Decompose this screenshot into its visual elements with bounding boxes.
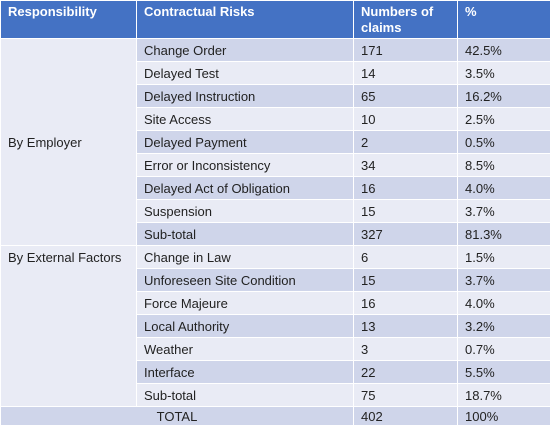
risk-cell: Weather	[136, 337, 354, 361]
claims-cell: 65	[353, 84, 458, 108]
claims-cell: 22	[353, 360, 458, 384]
table-row: Error or Inconsistency 34 8.5%	[1, 153, 550, 177]
responsibility-group-label: By External Factors	[0, 245, 137, 407]
claims-table: Responsibility Contractual Risks Numbers…	[0, 0, 550, 426]
risk-cell: Unforeseen Site Condition	[136, 268, 354, 292]
table-footer: TOTAL 402 100%	[0, 406, 550, 426]
table-row: Delayed Payment 2 0.5%	[1, 130, 550, 154]
percent-cell: 1.5%	[457, 245, 550, 269]
table-row: Delayed Test 14 3.5%	[1, 61, 550, 85]
risk-cell: Sub-total	[136, 383, 354, 407]
table-row: Delayed Act of Obligation 16 4.0%	[1, 176, 550, 200]
table-row: By Employer Change Order 171 42.5%	[0, 38, 550, 246]
claims-cell: 75	[353, 383, 458, 407]
percent-cell: 81.3%	[457, 222, 550, 246]
claims-cell: 15	[353, 199, 458, 223]
percent-cell: 3.7%	[457, 199, 550, 223]
table-body: By Employer Change Order 171 42.5% Delayed T…	[0, 38, 550, 407]
claims-cell: 14	[353, 61, 458, 85]
claims-cell: 6	[353, 245, 458, 269]
claims-cell: 171	[353, 38, 458, 62]
table-row: Site Access 10 2.5%	[1, 107, 550, 131]
risk-cell: Force Majeure	[136, 291, 354, 315]
header-responsibility: Responsibility	[0, 0, 137, 39]
percent-cell: 5.5%	[457, 360, 550, 384]
risk-cell: Interface	[136, 360, 354, 384]
table-row: By External Factors Change in Law 6 1.5%	[0, 245, 550, 407]
total-claims: 402	[353, 406, 458, 426]
risk-cell: Change in Law	[136, 245, 354, 269]
table-header: Responsibility Contractual Risks Numbers…	[0, 0, 550, 39]
claims-cell: 34	[353, 153, 458, 177]
table-row: Unforeseen Site Condition 15 3.7%	[1, 268, 550, 292]
total-row: TOTAL 402 100%	[0, 406, 550, 426]
percent-cell: 0.7%	[457, 337, 550, 361]
percent-cell: 0.5%	[457, 130, 550, 154]
claims-cell: 15	[353, 268, 458, 292]
claims-cell: 327	[353, 222, 458, 246]
claims-cell: 3	[353, 337, 458, 361]
risk-cell: Local Authority	[136, 314, 354, 338]
percent-cell: 4.0%	[457, 176, 550, 200]
total-percent: 100%	[457, 406, 550, 426]
percent-cell: 18.7%	[457, 383, 550, 407]
percent-cell: 16.2%	[457, 84, 550, 108]
table-row: Weather 3 0.7%	[1, 337, 550, 361]
percent-cell: 3.5%	[457, 61, 550, 85]
risk-cell: Error or Inconsistency	[136, 153, 354, 177]
risk-cell: Delayed Test	[136, 61, 354, 85]
risk-cell: Change Order	[136, 38, 354, 62]
claims-cell: 16	[353, 176, 458, 200]
percent-cell: 8.5%	[457, 153, 550, 177]
claims-cell: 10	[353, 107, 458, 131]
table-row: Delayed Instruction 65 16.2%	[1, 84, 550, 108]
table-row: Suspension 15 3.7%	[1, 199, 550, 223]
header-numbers-of-claims: Numbers of claims	[353, 0, 458, 39]
table-row: Interface 22 5.5%	[1, 360, 550, 384]
risk-cell: Delayed Instruction	[136, 84, 354, 108]
claims-cell: 16	[353, 291, 458, 315]
percent-cell: 4.0%	[457, 291, 550, 315]
risk-cell: Sub-total	[136, 222, 354, 246]
percent-cell: 3.2%	[457, 314, 550, 338]
percent-cell: 42.5%	[457, 38, 550, 62]
claims-cell: 2	[353, 130, 458, 154]
header-row: Responsibility Contractual Risks Numbers…	[0, 0, 550, 39]
percent-cell: 3.7%	[457, 268, 550, 292]
table-row: Local Authority 13 3.2%	[1, 314, 550, 338]
total-label: TOTAL	[0, 406, 354, 426]
risk-cell: Delayed Act of Obligation	[136, 176, 354, 200]
claims-cell: 13	[353, 314, 458, 338]
percent-cell: 2.5%	[457, 107, 550, 131]
header-percent: %	[457, 0, 550, 39]
risk-cell: Delayed Payment	[136, 130, 354, 154]
header-contractual-risks: Contractual Risks	[136, 0, 354, 39]
responsibility-group-label: By Employer	[0, 38, 137, 246]
table-row: Force Majeure 16 4.0%	[1, 291, 550, 315]
table-row: Sub-total 75 18.7%	[1, 383, 550, 407]
risk-cell: Site Access	[136, 107, 354, 131]
risk-cell: Suspension	[136, 199, 354, 223]
